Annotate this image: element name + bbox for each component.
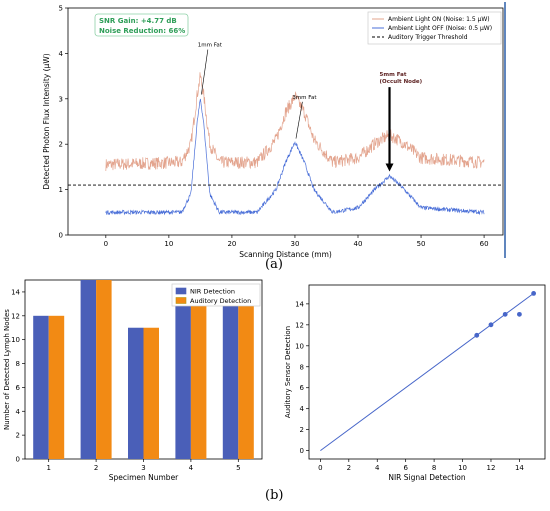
bar-nir xyxy=(175,303,191,459)
legend-a-label: Ambient Light ON (Noise: 1.5 μW) xyxy=(388,16,490,23)
scatter-point xyxy=(531,290,537,296)
x-tick-label-a: 10 xyxy=(164,240,173,248)
y-tick-label-b2: 14 xyxy=(295,300,304,308)
fit-line xyxy=(320,292,534,452)
legend-b1-label: Auditory Detection xyxy=(190,297,251,305)
x-tick-label-b2: 14 xyxy=(515,464,524,472)
y-tick-label-b2: 8 xyxy=(300,363,304,371)
y-tick-label-b1: 0 xyxy=(16,456,20,464)
x-tick-label-b2: 6 xyxy=(403,464,408,472)
x-axis-label-a: Scanning Distance (mm) xyxy=(239,250,332,259)
y-tick-label-b2: 4 xyxy=(300,405,305,413)
x-tick-label-b2: 0 xyxy=(318,464,322,472)
series-ambient-off xyxy=(105,98,485,216)
legend-b1-swatch xyxy=(175,297,187,304)
series-ambient-on xyxy=(105,72,485,172)
x-tick-label-b1: 4 xyxy=(189,464,194,472)
y-axis-label-b1: Number of Detected Lymph Nodes xyxy=(3,309,11,430)
snr-gain-text: SNR Gain: +4.77 dB xyxy=(99,17,177,25)
plot-a-frame xyxy=(67,7,504,236)
caption-b: (b) xyxy=(265,488,284,503)
y-tick-label-a: 2 xyxy=(59,141,63,149)
x-tick-label-b1: 3 xyxy=(141,464,145,472)
legend-b1-label: NIR Detection xyxy=(190,288,235,296)
bar-auditory xyxy=(48,315,65,459)
bar-auditory xyxy=(96,280,112,459)
bar-auditory xyxy=(238,303,254,459)
y-tick-label-b1: 6 xyxy=(16,384,21,392)
y-tick-label-b1: 10 xyxy=(11,336,20,344)
bar-nir xyxy=(222,297,239,459)
y-tick-label-b2: 0 xyxy=(300,447,304,455)
annotation-5mm-arrowhead xyxy=(385,163,394,172)
y-tick-label-b1: 8 xyxy=(16,360,20,368)
legend-a-label: Ambient Light OFF (Noise: 0.5 μW) xyxy=(388,25,492,32)
y-tick-label-a: 5 xyxy=(59,5,63,13)
scatter-point xyxy=(502,311,508,317)
annotation-1mm-arrow xyxy=(201,49,209,95)
x-tick-label-b2: 2 xyxy=(347,464,351,472)
y-tick-label-b2: 2 xyxy=(300,426,304,434)
y-tick-label-a: 4 xyxy=(59,50,64,58)
info-box xyxy=(94,13,189,37)
y-axis-label-a: Detected Photon Flux Intensity (μW) xyxy=(42,53,51,189)
bar-auditory xyxy=(190,303,207,459)
bar-auditory xyxy=(143,327,159,459)
y-tick-label-b1: 14 xyxy=(11,288,20,296)
y-tick-label-b1: 4 xyxy=(16,408,21,416)
bar-nir xyxy=(128,327,144,459)
legend-a-label: Auditory Trigger Threshold xyxy=(388,34,468,41)
caption-a: (a) xyxy=(265,257,283,272)
legend-b1-swatch xyxy=(175,287,187,295)
noise-reduction-text: Noise Reduction: 66% xyxy=(99,27,185,35)
legend-a xyxy=(367,11,502,45)
x-tick-label-b1: 5 xyxy=(236,464,240,472)
annotation-3mm: 3mm Fat xyxy=(292,95,317,101)
y-tick-label-b1: 2 xyxy=(16,432,20,440)
x-axis-label-b2: NIR Signal Detection xyxy=(388,473,466,482)
y-tick-label-b2: 6 xyxy=(300,384,305,392)
x-tick-label-a: 30 xyxy=(290,240,299,248)
x-tick-label-b2: 4 xyxy=(375,464,380,472)
scatter-point xyxy=(488,322,494,328)
y-axis-label-b2: Auditory Sensor Detection xyxy=(284,326,292,418)
y-tick-label-b1: 12 xyxy=(11,312,20,320)
y-tick-label-b2: 12 xyxy=(295,321,304,329)
x-tick-label-a: 0 xyxy=(104,240,108,248)
annotation-occult-node: (Occult Node) xyxy=(380,79,423,85)
y-tick-label-a: 0 xyxy=(59,232,63,240)
x-tick-label-a: 20 xyxy=(227,240,236,248)
x-tick-label-b2: 8 xyxy=(432,464,436,472)
annotation-1mm: 1mm Fat xyxy=(198,43,223,49)
scatter-point xyxy=(517,311,522,317)
x-tick-label-b2: 12 xyxy=(487,464,496,472)
bar-nir xyxy=(80,280,97,459)
x-axis-label-b1: Specimen Number xyxy=(109,473,179,482)
x-tick-label-a: 40 xyxy=(354,240,363,248)
y-tick-label-b2: 10 xyxy=(295,342,304,350)
scatter-point xyxy=(474,332,480,338)
x-tick-label-b1: 1 xyxy=(46,464,50,472)
annotation-3mm-arrow xyxy=(295,101,303,139)
x-tick-label-b2: 10 xyxy=(458,464,467,472)
x-tick-label-a: 50 xyxy=(417,240,426,248)
y-tick-label-a: 1 xyxy=(59,186,63,194)
annotation-5mm: 5mm Fat xyxy=(380,72,407,78)
x-tick-label-a: 60 xyxy=(480,240,489,248)
y-tick-label-a: 3 xyxy=(59,95,63,103)
bar-nir xyxy=(33,315,49,459)
x-tick-label-b1: 2 xyxy=(94,464,98,472)
legend-b1 xyxy=(171,283,261,307)
